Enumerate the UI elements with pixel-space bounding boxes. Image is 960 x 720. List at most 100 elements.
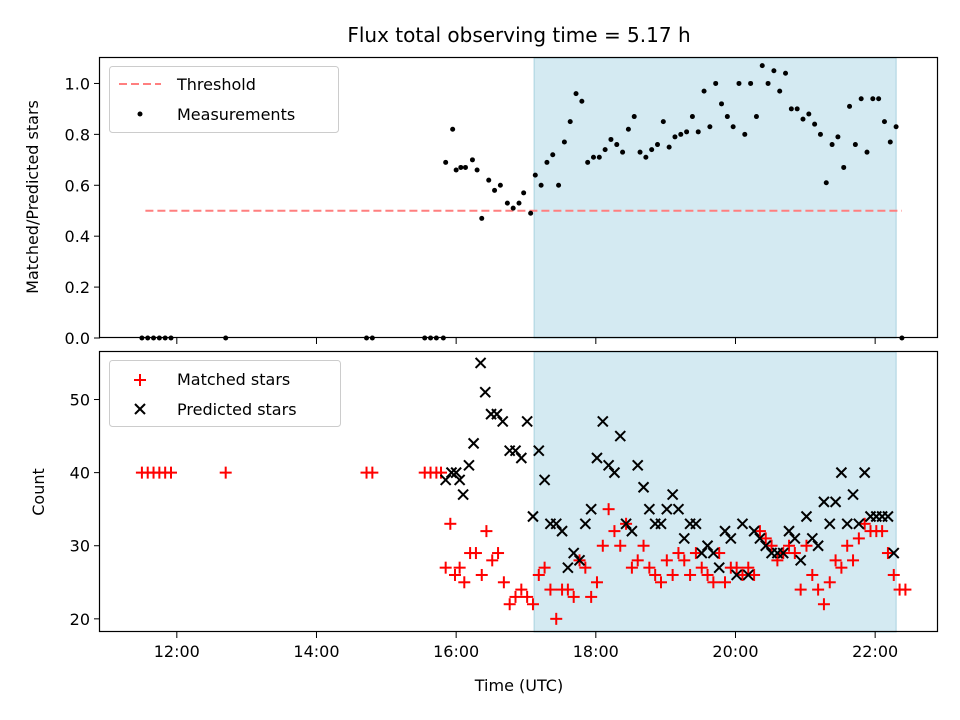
measurement-point (521, 190, 527, 196)
predicted-star-point (585, 503, 597, 515)
matched-star-point (783, 539, 796, 552)
matched-star-point (736, 568, 749, 581)
matched-star-point (742, 561, 755, 574)
measurement-point (453, 167, 459, 173)
measurement-point (829, 142, 835, 148)
matched-legend-label: Matched stars (177, 370, 290, 389)
measurement-point (649, 147, 655, 153)
predicted-star-point (527, 510, 539, 523)
matched-star-point (509, 590, 522, 603)
matched-star-point (887, 568, 900, 581)
predicted-star-point (467, 437, 480, 450)
matched-star-point (596, 539, 609, 552)
predicted-star-point (463, 459, 475, 472)
matched-star-point (579, 561, 592, 574)
matched-star-point (602, 503, 615, 516)
measurement-point (800, 116, 806, 122)
y-tick-label: 0.0 (65, 329, 90, 348)
matched-star-point (800, 539, 813, 552)
bottom-shade (533, 351, 897, 633)
x-tick-label: 14:00 (293, 642, 339, 661)
measurement-point (887, 139, 893, 145)
predicted-star-point (678, 532, 690, 545)
matched-star-point (492, 547, 505, 560)
predicted-star-point (696, 547, 708, 559)
matched-star-point (475, 568, 488, 581)
matched-star-point (567, 590, 580, 603)
measurement-point (469, 157, 475, 163)
x-tick-label: 20:00 (712, 642, 758, 661)
measurement-point (579, 98, 585, 104)
measurement-point (458, 164, 464, 170)
measurement-point (492, 187, 498, 193)
top-y-axis-label: Matched/Predicted stars (23, 100, 42, 294)
y-tick-label: 0.4 (65, 227, 90, 246)
bottom-legend-box (109, 360, 341, 427)
measurement-point (765, 80, 771, 86)
matched-legend-swatch (134, 374, 146, 386)
matched-star-point (521, 590, 534, 603)
measurements-legend-swatch (137, 111, 143, 117)
measurement-point (643, 154, 649, 160)
matched-star-point (876, 525, 889, 538)
predicted-star-point (439, 474, 452, 486)
measurement-point (823, 180, 829, 186)
bottom-xticks: 12:00 14:00 16:00 18:00 20:00 22:00 (154, 632, 898, 661)
matched-star-point (852, 532, 865, 545)
matched-star-point (812, 583, 825, 596)
predicted-star-point (847, 488, 859, 501)
matched-star-point (695, 561, 708, 574)
matched-star-point (515, 583, 528, 596)
predicted-star-point (736, 518, 749, 530)
predicted-star-point (453, 474, 466, 486)
predicted-star-point (538, 474, 551, 486)
matched-star-point (532, 568, 545, 581)
matched-star-point (806, 568, 819, 581)
measurement-point (759, 63, 765, 69)
predicted-legend-swatch (134, 403, 146, 415)
predicted-star-point (626, 525, 638, 537)
predicted-star-point (643, 503, 656, 515)
predicted-star-point (637, 481, 650, 493)
matched-star-point (881, 547, 894, 560)
matched-star-point (480, 525, 493, 538)
measurement-point (590, 154, 596, 160)
matched-star-point (788, 547, 801, 560)
bottom-yticks: 20 30 40 50 (70, 391, 100, 629)
predicted-star-point (620, 518, 632, 530)
predicted-star-point (496, 415, 509, 428)
matched-star-point (219, 466, 232, 479)
predicted-star-point (829, 496, 842, 508)
measurement-point (707, 124, 713, 130)
measurement-point (719, 101, 725, 107)
measurement-point (550, 152, 556, 158)
matched-star-point (608, 525, 621, 538)
y-tick-label: 20 (70, 610, 90, 629)
predicted-star-point (742, 569, 754, 581)
matched-star-point (544, 583, 557, 596)
matched-star-point (497, 576, 510, 589)
matched-star-point (794, 583, 807, 596)
measurement-point (794, 106, 800, 112)
matched-star-point (730, 561, 743, 574)
y-tick-label: 1.0 (65, 74, 90, 93)
predicted-star-point (661, 503, 673, 515)
measurement-point (788, 106, 794, 112)
predicted-star-point (835, 466, 848, 479)
predicted-star-point (841, 518, 853, 530)
matched-star-point (835, 561, 848, 574)
matched-star-point (561, 583, 574, 596)
matched-star-point (538, 561, 551, 574)
x-tick-label: 22:00 (852, 642, 898, 661)
matched-star-point (469, 547, 482, 560)
measurement-point (870, 96, 876, 102)
predicted-star-point (713, 561, 725, 574)
y-tick-label: 50 (70, 391, 90, 410)
matched-star-point (666, 568, 679, 581)
matched-star-point (707, 576, 720, 589)
bottom-y-axis-label: Count (29, 468, 48, 516)
matched-star-point (625, 561, 638, 574)
predicted-star-point (632, 459, 644, 472)
matched-star-point (678, 554, 691, 567)
predicted-star-point (614, 430, 626, 442)
